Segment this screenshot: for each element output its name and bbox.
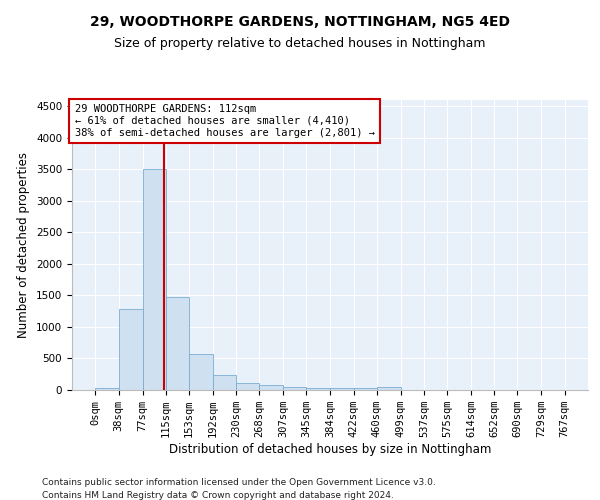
X-axis label: Distribution of detached houses by size in Nottingham: Distribution of detached houses by size … [169,443,491,456]
Bar [331,388,353,390]
Bar [119,310,143,390]
Bar [143,170,166,390]
Bar [213,375,236,390]
Y-axis label: Number of detached properties: Number of detached properties [17,152,31,338]
Text: 29, WOODTHORPE GARDENS, NOTTINGHAM, NG5 4ED: 29, WOODTHORPE GARDENS, NOTTINGHAM, NG5 … [90,15,510,29]
Bar [377,387,401,390]
Bar [95,388,119,390]
Bar [166,296,189,390]
Bar [259,386,283,390]
Text: Contains HM Land Registry data © Crown copyright and database right 2024.: Contains HM Land Registry data © Crown c… [42,490,394,500]
Bar [189,354,213,390]
Bar [283,386,307,390]
Text: Contains public sector information licensed under the Open Government Licence v3: Contains public sector information licen… [42,478,436,487]
Text: 29 WOODTHORPE GARDENS: 112sqm
← 61% of detached houses are smaller (4,410)
38% o: 29 WOODTHORPE GARDENS: 112sqm ← 61% of d… [74,104,374,138]
Text: Size of property relative to detached houses in Nottingham: Size of property relative to detached ho… [114,38,486,51]
Bar [353,388,377,390]
Bar [236,383,259,390]
Bar [307,388,331,390]
